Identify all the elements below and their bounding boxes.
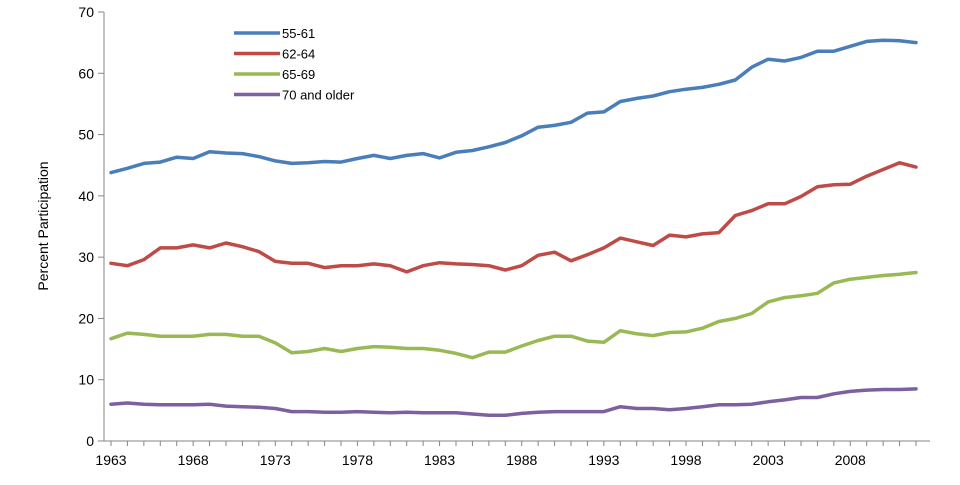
x-tick-label: 1963 (95, 452, 126, 468)
series-line-2 (109, 270, 918, 360)
x-tick-label: 1978 (342, 452, 373, 468)
series-line-3 (109, 387, 918, 418)
y-tick-label: 10 (78, 372, 94, 388)
series-line-0 (109, 38, 918, 175)
legend-label: 62-64 (282, 47, 315, 62)
x-tick-label: 2008 (835, 452, 866, 468)
y-tick-label: 60 (78, 65, 94, 81)
x-tick-label: 1983 (424, 452, 455, 468)
y-tick-label: 30 (78, 249, 94, 265)
legend-label: 65-69 (282, 67, 315, 82)
y-axis-label: Percent Participation (35, 161, 51, 290)
y-tick-label: 70 (78, 4, 94, 20)
y-tick-label: 20 (78, 310, 94, 326)
x-tick-label: 2003 (753, 452, 784, 468)
x-tick-label: 1998 (670, 452, 701, 468)
legend: 55-61 62-64 65-69 70 and older (234, 26, 355, 103)
series-lines (109, 38, 918, 418)
legend-label: 70 and older (282, 88, 355, 103)
x-tick-label: 1968 (178, 452, 209, 468)
series-line-1 (109, 161, 918, 274)
axes: 0 10 20 30 40 50 60 70 1963 1968 1973 1978 1983 1988 1… (78, 4, 930, 468)
y-tick-label: 40 (78, 188, 94, 204)
y-tick-label: 50 (78, 127, 94, 143)
legend-label: 55-61 (282, 26, 315, 41)
y-tick-label: 0 (86, 433, 94, 449)
x-tick-label: 1973 (260, 452, 291, 468)
x-tick-label: 1988 (506, 452, 537, 468)
x-tick-label: 1993 (588, 452, 619, 468)
